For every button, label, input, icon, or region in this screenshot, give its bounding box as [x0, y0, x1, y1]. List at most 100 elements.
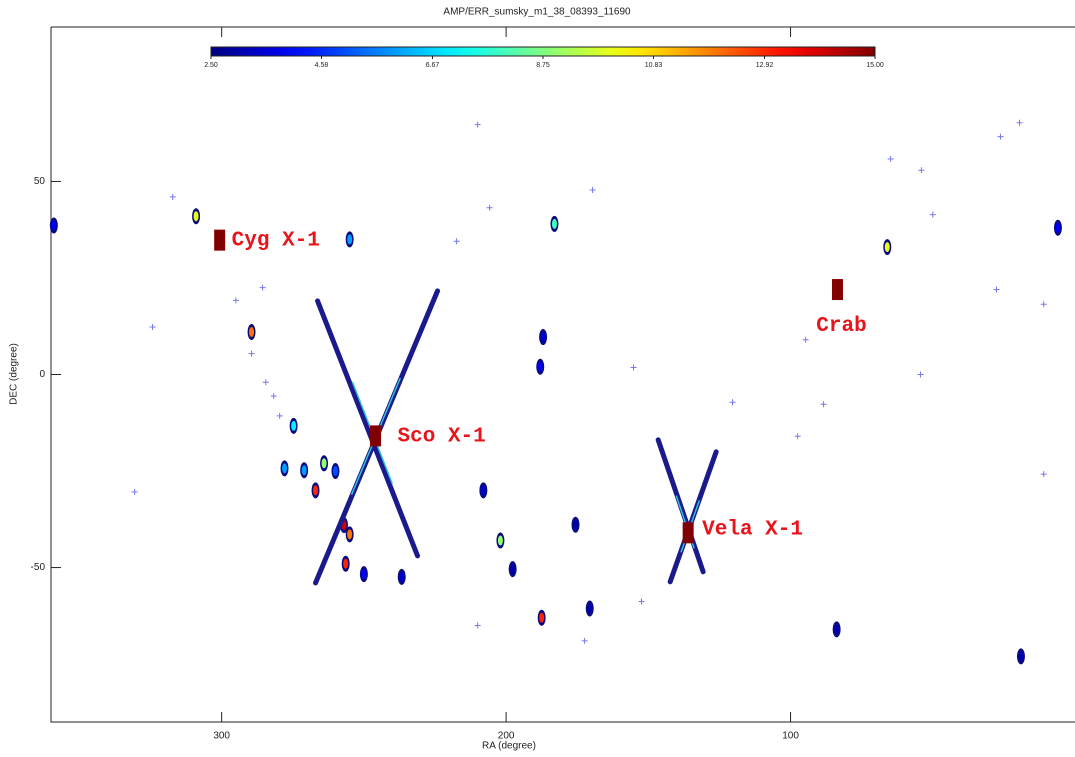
cross-marker: [277, 413, 283, 419]
detection-core: [573, 520, 578, 530]
detection-core: [194, 211, 199, 221]
y-tick-label: -50: [31, 562, 46, 573]
detection: [539, 329, 547, 345]
detection-core: [399, 572, 404, 582]
cross-marker: [993, 287, 999, 293]
detection: [50, 217, 58, 233]
cross-marker: [639, 599, 645, 605]
detection-core: [249, 327, 254, 337]
detection-core: [510, 564, 515, 574]
cross-marker: [918, 167, 924, 173]
detection-core: [291, 421, 296, 431]
cross-marker: [821, 401, 827, 407]
x-tick-label: 200: [498, 731, 515, 742]
y-tick-label: 0: [39, 369, 45, 380]
detection: [833, 621, 841, 637]
detection: [312, 482, 320, 498]
cross-marker: [918, 372, 924, 378]
x-tick-label: 100: [782, 731, 799, 742]
detection-core: [333, 466, 338, 476]
detection: [572, 517, 580, 533]
cross-marker: [233, 297, 239, 303]
detection-core: [481, 485, 486, 495]
detection: [360, 566, 368, 582]
source-label: Crab: [816, 315, 866, 338]
source-label: Sco X-1: [398, 425, 486, 448]
cross-marker: [263, 379, 269, 385]
detection-core: [1018, 651, 1023, 661]
detection-core: [347, 529, 352, 539]
detection: [1054, 220, 1062, 236]
page: {"chart_data": { "type": "skymap", "titl…: [0, 0, 1075, 757]
source-marker: [832, 280, 842, 300]
source-label: Cyg X-1: [232, 230, 320, 253]
detection: [538, 610, 546, 626]
colorbar-tick-label: 6.67: [426, 62, 440, 69]
source-marker: [683, 523, 693, 543]
detection: [398, 569, 406, 585]
detection: [342, 556, 350, 572]
detection: [536, 359, 544, 375]
cross-marker: [795, 433, 801, 439]
cross-marker: [260, 285, 266, 291]
source-marker: [371, 426, 381, 446]
detection-core: [361, 569, 366, 579]
detection-core: [541, 332, 546, 342]
cross-marker: [997, 134, 1003, 140]
colorbar-tick-label: 8.75: [536, 62, 550, 69]
detection-core: [347, 234, 352, 244]
detection: [586, 600, 594, 616]
cross-marker: [1041, 301, 1047, 307]
detection-core: [834, 624, 839, 634]
cross-marker: [132, 489, 138, 495]
cross-marker: [150, 324, 156, 330]
cross-marker: [1017, 120, 1023, 126]
cross-marker: [590, 187, 596, 193]
detection: [300, 462, 308, 478]
detection-core: [343, 559, 348, 569]
chart-title: AMP/ERR_sumsky_m1_38_08393_11690: [443, 7, 631, 18]
detection: [346, 526, 354, 542]
cross-marker: [487, 205, 493, 211]
detection: [331, 463, 339, 479]
detection: [346, 231, 354, 247]
detection-core: [587, 603, 592, 613]
detection: [192, 208, 200, 224]
colorbar-tick-label: 4.58: [315, 62, 329, 69]
y-tick-label: 50: [34, 176, 46, 187]
detection-core: [552, 219, 557, 229]
detection: [320, 455, 328, 471]
source-marker: [215, 230, 225, 250]
x-tick-label: 300: [213, 731, 230, 742]
colorbar-tick-label: 12.92: [756, 62, 774, 69]
detection: [479, 482, 487, 498]
cross-marker: [454, 238, 460, 244]
detection: [496, 533, 504, 549]
y-axis-label: DEC (degree): [9, 343, 20, 405]
cross-marker: [888, 156, 894, 162]
detection-core: [885, 242, 890, 252]
detection: [550, 216, 558, 232]
x-axis-label: RA (degree): [482, 741, 536, 752]
cross-marker: [249, 351, 255, 357]
cross-marker: [803, 337, 809, 343]
detection-core: [322, 458, 327, 468]
colorbar: [211, 47, 875, 56]
detection-core: [1055, 223, 1060, 233]
detection-core: [282, 463, 287, 473]
cross-marker: [1041, 471, 1047, 477]
detection-core: [539, 613, 544, 623]
chart: AMP/ERR_sumsky_m1_38_08393_11690 RA (deg…: [0, 0, 1075, 757]
cross-marker: [582, 638, 588, 644]
detection: [1017, 648, 1025, 664]
cross-marker: [170, 194, 176, 200]
source-label: Vela X-1: [702, 518, 803, 541]
colorbar-tick-label: 15.00: [866, 62, 884, 69]
detection: [509, 561, 517, 577]
detection: [883, 239, 891, 255]
detection-core: [302, 465, 307, 475]
detection-core: [51, 220, 56, 230]
detection: [290, 418, 298, 434]
cross-marker: [475, 122, 481, 128]
detection: [248, 324, 256, 340]
